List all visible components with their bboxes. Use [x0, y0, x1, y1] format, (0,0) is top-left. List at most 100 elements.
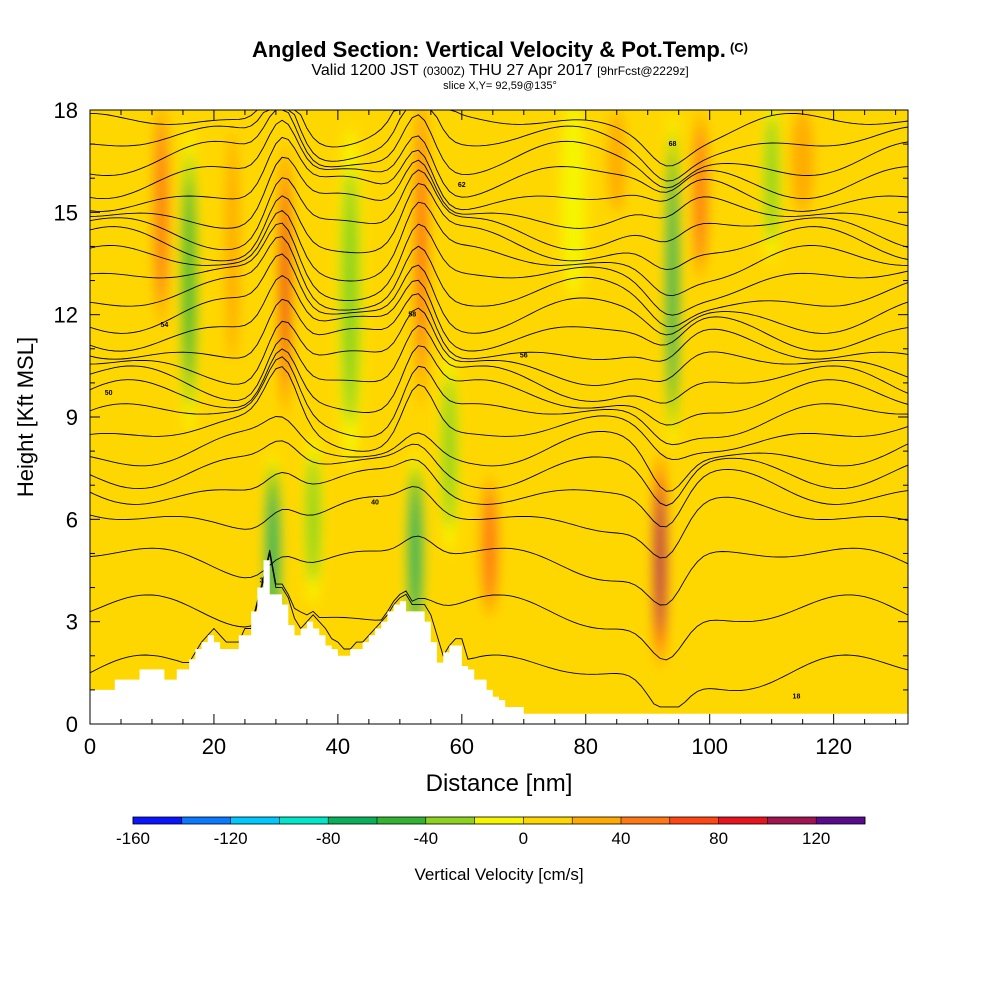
x-tick-label: 0 — [84, 734, 96, 759]
isentrope-line — [90, 182, 908, 271]
y-tick-label: 12 — [54, 303, 78, 328]
velocity-cell — [341, 169, 360, 426]
y-tick-label: 15 — [54, 200, 78, 225]
colorbar-swatch — [474, 817, 524, 824]
y-tick-label: 3 — [66, 610, 78, 635]
velocity-cell — [560, 110, 586, 298]
isentrope-line — [90, 293, 908, 362]
colorbar-swatch — [523, 817, 573, 824]
colorbar-tick-label: -160 — [116, 829, 150, 848]
isentrope-line — [90, 307, 908, 386]
colorbar-swatch — [377, 817, 426, 824]
isentrope-line — [90, 366, 908, 461]
y-tick-label: 6 — [66, 507, 78, 532]
colorbar-tick-label: -120 — [214, 829, 248, 848]
x-tick-label: 120 — [815, 734, 852, 759]
velocity-cell — [409, 489, 421, 618]
chart-header: Angled Section: Vertical Velocity & Pot.… — [0, 36, 1000, 93]
isentrope-label: 50 — [105, 390, 113, 397]
y-axis-label: Height [Kft MSL] — [13, 337, 38, 497]
isentrope-line — [90, 486, 908, 559]
x-tick-label: 100 — [691, 734, 728, 759]
axes: 0 20 40 60 80 100 120 0 3 6 9 12 15 18 — [54, 98, 908, 759]
forecast-info: [9hrFcst@2229z] — [597, 64, 689, 78]
isentrope-line — [90, 253, 908, 336]
y-tick-label: 18 — [54, 98, 78, 123]
colorbar-tick-label: -80 — [316, 829, 341, 848]
isentrope-line — [90, 119, 908, 200]
colorbar-swatch — [425, 817, 475, 824]
isentrope-line — [90, 324, 908, 404]
isentrope-label: 68 — [669, 141, 677, 148]
chart-valid-time: Valid 1200 JST (0300Z) THU 27 Apr 2017 [… — [0, 62, 1000, 80]
valid-date: THU 27 Apr 2017 — [469, 62, 593, 79]
colorbar-swatch — [816, 817, 865, 824]
velocity-cell — [764, 114, 779, 243]
valid-prefix: Valid 1200 JST — [311, 62, 419, 79]
x-tick-label: 80 — [574, 734, 598, 759]
isentrope-line — [90, 201, 908, 297]
plot-area: 16183640505456586268 — [90, 110, 908, 724]
velocity-cell — [694, 127, 707, 264]
isentrope-label: 62 — [458, 182, 466, 189]
slice-info: slice X,Y= 92,59@135° — [443, 80, 557, 92]
velocity-cell — [655, 490, 665, 630]
x-tick-label: 20 — [202, 734, 226, 759]
colorbar-label: Vertical Velocity [cm/s] — [414, 865, 583, 884]
isentrope-line — [90, 458, 908, 528]
isentrope-line — [90, 416, 908, 492]
colorbar-swatch — [328, 817, 377, 824]
velocity-cell — [791, 110, 814, 213]
x-axis-label: Distance [nm] — [426, 770, 573, 797]
chart-title-text: Angled Section: Vertical Velocity & Pot.… — [252, 37, 726, 62]
velocity-cell — [183, 178, 196, 383]
colorbar-swatch — [572, 817, 621, 824]
colorbar-swatch — [279, 817, 329, 824]
y-tick-label: 0 — [66, 712, 78, 737]
isentrope-line — [90, 440, 908, 507]
isentrope-line — [90, 549, 908, 661]
isentrope-line — [90, 110, 908, 167]
isentrope-label: 56 — [520, 353, 528, 360]
isentrope-line — [90, 236, 908, 328]
velocity-cell — [482, 489, 497, 604]
velocity-cell — [155, 121, 168, 304]
colorbar-swatch — [669, 817, 719, 824]
isentrope-line — [90, 169, 908, 251]
colorbar-tick-label: -40 — [414, 829, 439, 848]
isentrope-line — [90, 136, 908, 212]
isentrope-line — [90, 553, 908, 708]
isentrope-label: 58 — [408, 312, 416, 319]
colorbar: -160 -120 -80 -40 0 40 80 120 — [116, 816, 866, 848]
colorbar-swatch — [230, 817, 280, 824]
colorbar-swatch — [718, 817, 768, 824]
colorbar-tick-label: 120 — [802, 829, 830, 848]
colorbar-tick-label: 0 — [519, 829, 528, 848]
colorbar-swatch — [621, 817, 670, 824]
terrain — [90, 560, 908, 724]
colorbar-swatch — [133, 817, 182, 824]
isentrope-line — [90, 156, 908, 229]
isentrope-line — [90, 356, 908, 446]
velocity-cell — [442, 374, 457, 528]
chart-title: Angled Section: Vertical Velocity & Pot.… — [0, 36, 1000, 62]
isentrope-line — [90, 110, 908, 182]
isentrope-label: 18 — [793, 694, 801, 701]
isentrope-line — [90, 110, 908, 189]
velocity-cell — [417, 129, 426, 364]
colorbar-swatch — [767, 817, 817, 824]
velocity-cell — [281, 188, 289, 373]
isentrope-label: 40 — [371, 499, 379, 506]
x-tick-label: 40 — [326, 734, 350, 759]
velocity-cell — [607, 110, 626, 213]
x-tick-label: 60 — [450, 734, 474, 759]
colorbar-tick-label: 80 — [709, 829, 728, 848]
chart-title-tag: (C) — [729, 40, 748, 55]
isentrope-line — [90, 345, 908, 426]
colorbar-tick-label: 40 — [612, 829, 631, 848]
velocity-cell — [225, 131, 240, 362]
colorbar-swatch — [181, 817, 231, 824]
velocity-field — [151, 110, 819, 680]
isentrope-line — [90, 535, 908, 606]
